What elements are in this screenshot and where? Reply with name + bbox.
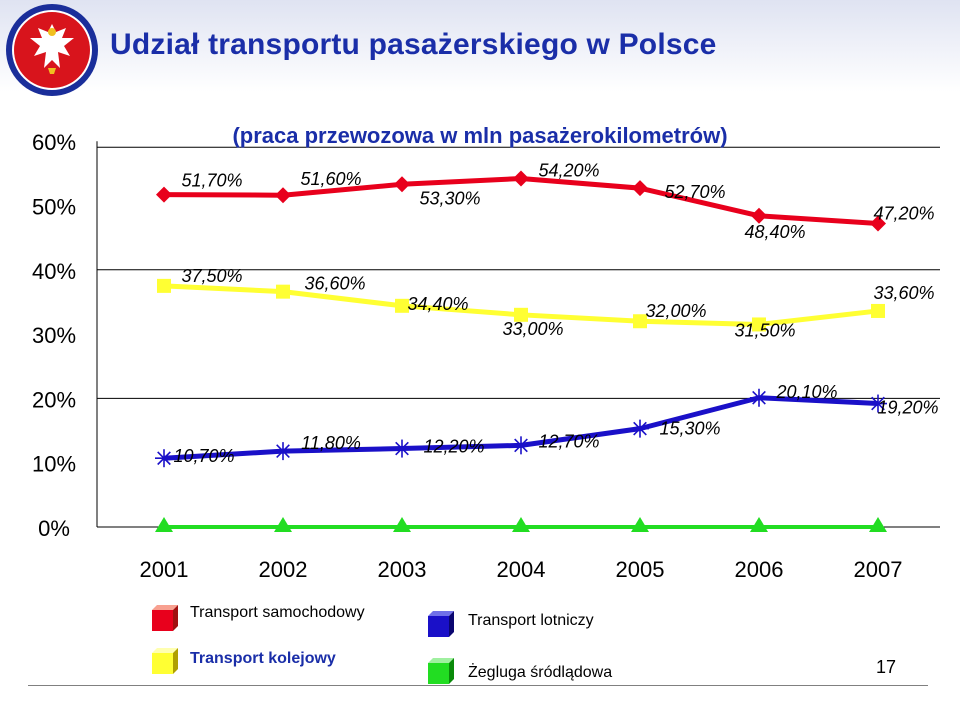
series-water — [155, 517, 887, 532]
data-label-road: 51,70% — [181, 171, 242, 191]
data-point-rail — [871, 303, 885, 318]
y-tick-label: 0% — [38, 516, 70, 541]
x-tick-label: 2002 — [259, 557, 308, 582]
x-tick-label: 2001 — [140, 557, 189, 582]
y-tick-label: 20% — [32, 387, 76, 412]
y-tick-label: 10% — [32, 452, 76, 477]
data-point-road — [513, 170, 529, 187]
header-band — [0, 0, 960, 92]
data-point-rail — [514, 307, 528, 322]
data-point-road — [632, 180, 648, 197]
data-point-air — [512, 436, 530, 455]
data-point-road — [870, 215, 886, 232]
data-point-road — [156, 186, 172, 203]
legend-label-water: Żegluga śródlądowa — [468, 664, 613, 681]
data-label-air: 20,10% — [775, 382, 837, 402]
y-tick-label: 50% — [32, 195, 76, 220]
y-tick-label: 60% — [32, 130, 76, 155]
legend-label-air: Transport lotniczy — [468, 612, 594, 629]
data-point-air — [750, 388, 768, 407]
data-label-air: 19,20% — [877, 398, 938, 418]
data-point-rail — [633, 314, 647, 329]
y-tick-label: 30% — [32, 323, 76, 348]
data-label-rail: 34,40% — [407, 294, 468, 314]
y-tick-labels: 0% 10% 20% 30% 40% 50% 60% — [32, 130, 76, 541]
x-tick-labels: 2001 2002 2003 2004 2005 2006 2007 — [140, 557, 903, 582]
data-point-water — [393, 517, 411, 532]
data-point-air — [274, 442, 292, 461]
data-point-road — [394, 176, 410, 193]
data-point-air — [393, 439, 411, 458]
data-label-air: 10,70% — [173, 446, 234, 466]
data-point-rail — [752, 317, 766, 332]
page-number: 17 — [876, 657, 897, 677]
series-road: 51,70% 51,60% 53,30% 54,20% 52,70% 48,40% 47,2… — [156, 160, 935, 242]
data-point-rail — [157, 278, 171, 293]
data-point-air — [155, 449, 173, 468]
x-tick-label: 2004 — [497, 557, 546, 582]
data-label-road: 53,30% — [419, 188, 480, 208]
x-tick-label: 2005 — [616, 557, 665, 582]
data-label-rail: 32,00% — [645, 301, 706, 321]
slide-title: Udział transportu pasażerskiego w Polsce — [110, 28, 717, 61]
legend-swatch-rail — [152, 648, 178, 674]
data-label-road: 47,20% — [873, 204, 934, 224]
data-point-air — [631, 419, 649, 438]
data-point-air — [869, 394, 887, 413]
data-label-air: 15,30% — [659, 419, 720, 439]
footer-line — [28, 685, 928, 686]
data-label-rail: 36,60% — [304, 274, 365, 294]
data-point-water — [512, 517, 530, 532]
legend-swatch-road — [152, 605, 178, 631]
x-tick-label: 2003 — [378, 557, 427, 582]
data-label-rail: 31,50% — [734, 320, 795, 340]
data-point-water — [750, 517, 768, 532]
series-layer: 51,70% 51,60% 53,30% 54,20% 52,70% 48,40% 47,2… — [155, 160, 939, 532]
data-point-water — [869, 517, 887, 532]
data-point-rail — [395, 298, 409, 313]
chart-subtitle: (praca przewozowa w mln pasażerokilometr… — [232, 123, 727, 148]
data-label-air: 11,80% — [301, 433, 361, 453]
legend-swatch-water — [428, 658, 454, 684]
legend-label-road: Transport samochodowy — [190, 604, 365, 621]
data-label-road: 48,40% — [744, 222, 805, 242]
data-point-road — [275, 187, 291, 204]
data-label-air: 12,70% — [538, 431, 599, 451]
emblem-logo — [6, 4, 98, 96]
data-point-rail — [276, 284, 290, 299]
data-label-air: 12,20% — [423, 437, 484, 457]
data-point-water — [155, 517, 173, 532]
series-rail: 37,50% 36,60% 34,40% 33,00% 32,00% 31,50% 33,6… — [157, 266, 935, 340]
x-tick-label: 2007 — [854, 557, 903, 582]
data-label-rail: 33,00% — [502, 319, 563, 339]
data-point-water — [631, 517, 649, 532]
series-air: 10,70% 11,80% 12,20% 12,70% 15,30% 20,10% 19,2… — [155, 382, 939, 468]
data-label-road: 54,20% — [538, 160, 599, 180]
legend-swatch-air — [428, 611, 454, 637]
data-label-rail: 33,60% — [873, 283, 934, 303]
y-tick-label: 40% — [32, 259, 76, 284]
data-label-road: 51,60% — [300, 169, 361, 189]
legend-label-rail: Transport kolejowy — [190, 650, 336, 667]
data-label-road: 52,70% — [664, 182, 725, 202]
data-point-water — [274, 517, 292, 532]
x-tick-label: 2006 — [735, 557, 784, 582]
data-label-rail: 37,50% — [181, 266, 242, 286]
data-point-road — [751, 207, 767, 224]
